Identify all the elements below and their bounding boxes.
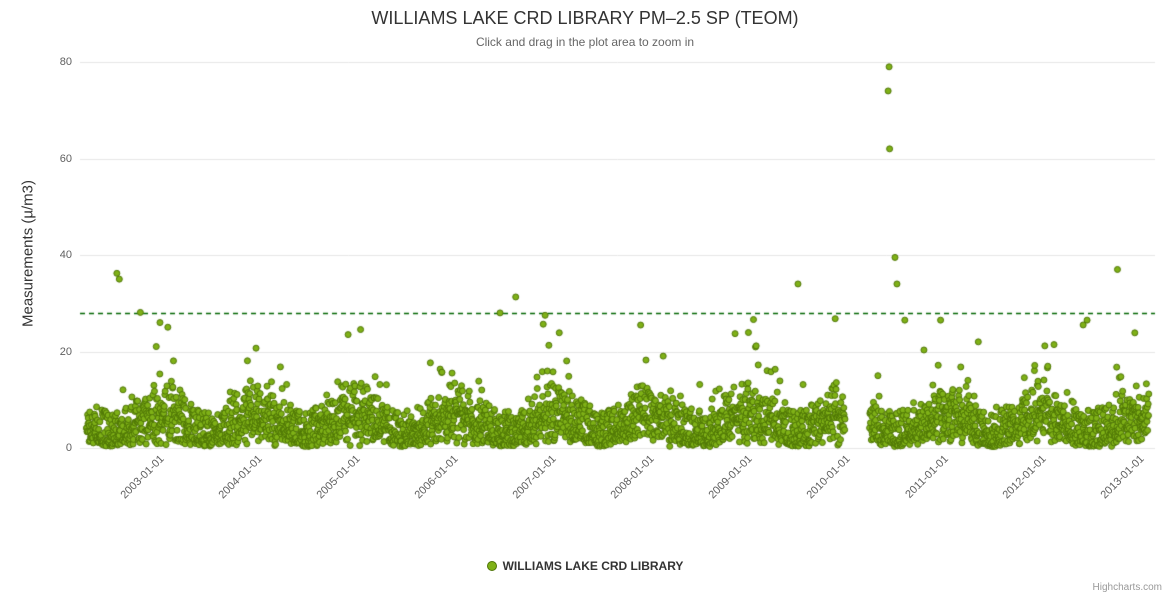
y-axis-label: 20 (59, 345, 72, 358)
legend: WILLIAMS LAKE CRD LIBRARY (0, 558, 1170, 576)
series-marker-icon (486, 561, 497, 571)
chart-title: WILLIAMS LAKE CRD LIBRARY PM–2.5 SP (TEO… (371, 8, 799, 28)
y-axis-label: 60 (59, 152, 72, 165)
y-axis-label: 80 (59, 56, 72, 68)
chart-subtitle: Click and drag in the plot area to zoom … (475, 35, 695, 49)
y-axis-label: 40 (59, 249, 72, 261)
credits-link[interactable]: Highcharts.com (1092, 582, 1162, 593)
legend-item[interactable]: WILLIAMS LAKE CRD LIBRARY (486, 559, 684, 573)
y-axis-label: 0 (65, 442, 72, 454)
legend-label: WILLIAMS LAKE CRD LIBRARY (502, 559, 684, 573)
